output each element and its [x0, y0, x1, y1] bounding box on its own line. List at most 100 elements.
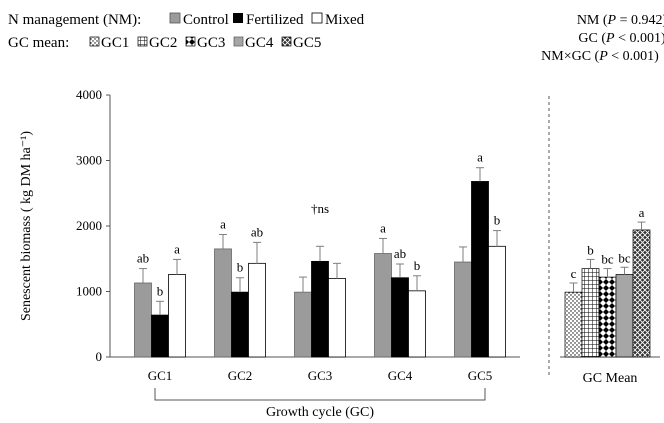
main-plot: 01000200030004000abbaGC1ababGC2†nsGC3aab… [76, 87, 520, 383]
legend-item-control: Control [183, 12, 229, 28]
mean-significance-letter: b [587, 242, 594, 257]
group-gc5: a b GC5 [454, 150, 506, 383]
significance-letter: a [380, 220, 386, 235]
legend-item-gc4: GC4 [245, 35, 274, 51]
y-tick-label: 4000 [76, 87, 102, 102]
error-bar-mixed-gc1 [173, 258, 181, 275]
legend-swatch-control [169, 12, 181, 24]
bar-mixed-gc2 [248, 262, 266, 358]
legend-gc-label: GC mean: [8, 35, 69, 51]
legend-item-mixed: Mixed [325, 12, 365, 28]
significance-letter: ab [394, 246, 406, 261]
error-bar-mixed-gc4 [413, 275, 421, 291]
y-tick-label: 0 [96, 349, 103, 364]
stats-block: NM (P = 0.942) GC (P < 0.001) NM×GC (P <… [541, 13, 664, 64]
significance-letter: b [157, 283, 164, 298]
stat-interaction: NM×GC (P < 0.001) [541, 49, 659, 64]
mean-error-bar-gc1 [569, 282, 578, 293]
error-bar-control-gc4 [379, 237, 387, 254]
bar-control-gc2 [214, 248, 232, 358]
error-bar-control-gc1 [139, 268, 147, 283]
mean-error-bar-gc3 [603, 268, 612, 278]
error-bar-mixed-gc3 [333, 262, 341, 279]
stat-nm: NM (P = 0.942) [577, 13, 664, 28]
y-tick-label: 1000 [76, 284, 102, 299]
mean-bar-gc2 [581, 268, 600, 358]
legend-item-fertilized: Fertilized [246, 12, 304, 28]
legend-swatch-gc2 [137, 36, 148, 47]
mean-bar-gc5 [632, 229, 651, 358]
mean-bar-gc4 [615, 274, 634, 358]
x-tick-label: GC2 [228, 368, 253, 383]
mean-bar-gc1 [564, 291, 583, 358]
significance-letter: ab [251, 224, 263, 239]
growth-cycle-bracket [154, 388, 486, 401]
group-gc1: ab b a GC1 [134, 241, 186, 383]
significance-letter: b [237, 260, 244, 275]
bar-control-gc3 [294, 291, 312, 358]
legend-nm: N management (NM): Control Fertilized Mi… [8, 12, 365, 28]
bar-control-gc5 [454, 261, 472, 358]
significance-letter: ab [137, 251, 149, 266]
bar-fertilized-gc4 [391, 277, 409, 358]
error-bar-mixed-gc5 [493, 230, 501, 247]
bar-control-gc1 [134, 282, 152, 358]
x-tick-label: GC1 [148, 368, 173, 383]
legend-item-gc1: GC1 [101, 35, 129, 51]
significance-letter: b [494, 213, 501, 228]
mean-error-bar-gc2 [586, 258, 595, 269]
legend-nm-label: N management (NM): [8, 12, 141, 28]
bar-fertilized-gc1 [151, 314, 169, 358]
y-tick-label: 2000 [76, 218, 102, 233]
y-axis-title: Senescent biomass ( kg DM ha⁻¹) [19, 131, 34, 321]
bar-control-gc4 [374, 253, 392, 358]
bar-fertilized-gc2 [231, 291, 249, 358]
x-tick-label: GC4 [388, 368, 413, 383]
legend-item-gc3: GC3 [197, 35, 225, 51]
error-bar-fertilized-gc5 [476, 167, 484, 182]
x-axis-title: Growth cycle (GC) [266, 405, 374, 420]
x-tick-label: GC3 [308, 368, 333, 383]
legend-swatch-gc4 [233, 36, 244, 47]
mean-significance-letter: bc [618, 250, 631, 265]
significance-letter: a [174, 241, 180, 256]
mean-error-bar-gc5 [637, 221, 646, 230]
legend-gc: GC mean: GC1 GC2 GC3 GC4 GC5 [8, 35, 321, 51]
error-bar-fertilized-gc1 [156, 300, 164, 316]
mean-significance-letter: c [571, 266, 577, 281]
error-bar-control-gc5 [459, 246, 467, 263]
bar-mixed-gc5 [488, 245, 506, 358]
error-bar-fertilized-gc2 [236, 277, 244, 293]
stat-gc: GC (P < 0.001) [578, 31, 664, 46]
gc-mean-label: GC Mean [583, 371, 638, 386]
y-tick-label: 3000 [76, 153, 102, 168]
bar-fertilized-gc3 [311, 260, 329, 358]
bar-mixed-gc4 [408, 290, 426, 358]
error-bar-fertilized-gc3 [316, 245, 324, 262]
legend-swatch-gc1 [89, 36, 100, 47]
error-bar-control-gc2 [219, 234, 227, 249]
legend-swatch-gc3 [185, 36, 196, 47]
mean-error-bar-gc4 [620, 266, 629, 275]
error-bar-mixed-gc2 [253, 241, 261, 264]
error-bar-control-gc3 [299, 276, 307, 293]
group-annotation: †ns [311, 201, 329, 216]
mean-significance-letter: bc [601, 252, 614, 267]
legend-item-gc2: GC2 [149, 35, 177, 51]
legend-swatch-gc5 [281, 36, 292, 47]
group-gc3: †ns GC3 [294, 201, 346, 383]
significance-letter: a [220, 217, 226, 232]
legend-swatch-fertilized [233, 13, 243, 23]
mean-bar-gc3 [598, 276, 617, 358]
x-tick-label: GC5 [468, 368, 493, 383]
mean-significance-letter: a [639, 205, 645, 220]
bar-mixed-gc1 [168, 274, 186, 358]
bar-mixed-gc3 [328, 277, 346, 358]
significance-letter: b [414, 258, 421, 273]
bar-fertilized-gc5 [471, 181, 489, 358]
legend-item-gc5: GC5 [293, 35, 321, 51]
